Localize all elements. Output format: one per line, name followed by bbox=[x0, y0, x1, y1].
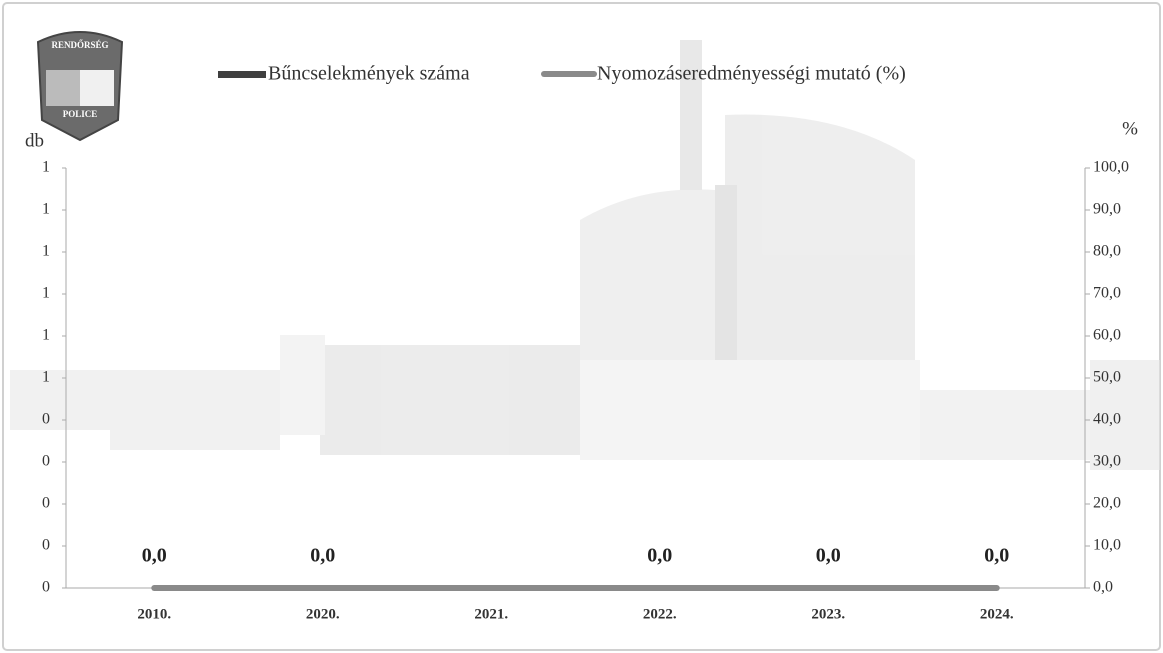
y2-tick-label: 50,0 bbox=[1093, 369, 1121, 386]
data-label: 0,0 bbox=[647, 545, 672, 567]
logo: RENDŐRSÉG POLICE bbox=[36, 31, 124, 142]
y2-tick-label: 70,0 bbox=[1093, 285, 1121, 302]
x-tick-label: 2010. bbox=[137, 606, 171, 622]
x-tick-label: 2021. bbox=[474, 606, 508, 622]
y2-tick-label: 90,0 bbox=[1093, 201, 1121, 218]
y2-tick-label: 60,0 bbox=[1093, 327, 1121, 344]
legend-swatch bbox=[218, 71, 266, 78]
y2-axis-label: % bbox=[1122, 118, 1138, 139]
x-tick-label: 2020. bbox=[306, 606, 340, 622]
background-photo bbox=[10, 40, 1160, 470]
x-tick-label: 2024. bbox=[980, 606, 1014, 622]
y2-tick-label: 0,0 bbox=[1093, 579, 1113, 596]
y2-tick-label: 100,0 bbox=[1093, 159, 1129, 176]
y2-tick-label: 20,0 bbox=[1093, 495, 1121, 512]
legend-label: Bűncselekmények száma bbox=[268, 63, 470, 85]
y-tick-label: 0 bbox=[42, 495, 50, 512]
y2-tick-label: 80,0 bbox=[1093, 243, 1121, 260]
y-axis-label: db bbox=[25, 130, 44, 151]
y2-tick-label: 40,0 bbox=[1093, 411, 1121, 428]
x-tick-label: 2023. bbox=[811, 606, 845, 622]
y2-tick-label: 30,0 bbox=[1093, 453, 1121, 470]
data-label: 0,0 bbox=[984, 545, 1009, 567]
y-tick-label: 1 bbox=[42, 159, 50, 176]
y-tick-label: 0 bbox=[42, 411, 50, 428]
x-tick-label: 2022. bbox=[643, 606, 677, 622]
legend-label: Nyomozáseredményességi mutató (%) bbox=[597, 63, 906, 85]
y-tick-label: 1 bbox=[42, 327, 50, 344]
data-label: 0,0 bbox=[816, 545, 841, 567]
y-tick-label: 0 bbox=[42, 579, 50, 596]
y-tick-label: 1 bbox=[42, 285, 50, 302]
logo-top-text: RENDŐRSÉG bbox=[51, 40, 108, 50]
y2-tick-label: 10,0 bbox=[1093, 537, 1121, 554]
y-tick-label: 1 bbox=[42, 201, 50, 218]
data-label: 0,0 bbox=[142, 545, 167, 567]
y-tick-label: 1 bbox=[42, 369, 50, 386]
y-tick-label: 1 bbox=[42, 243, 50, 260]
data-label: 0,0 bbox=[310, 545, 335, 567]
logo-bottom-text: POLICE bbox=[63, 109, 98, 119]
y-tick-label: 0 bbox=[42, 537, 50, 554]
y-tick-label: 0 bbox=[42, 453, 50, 470]
